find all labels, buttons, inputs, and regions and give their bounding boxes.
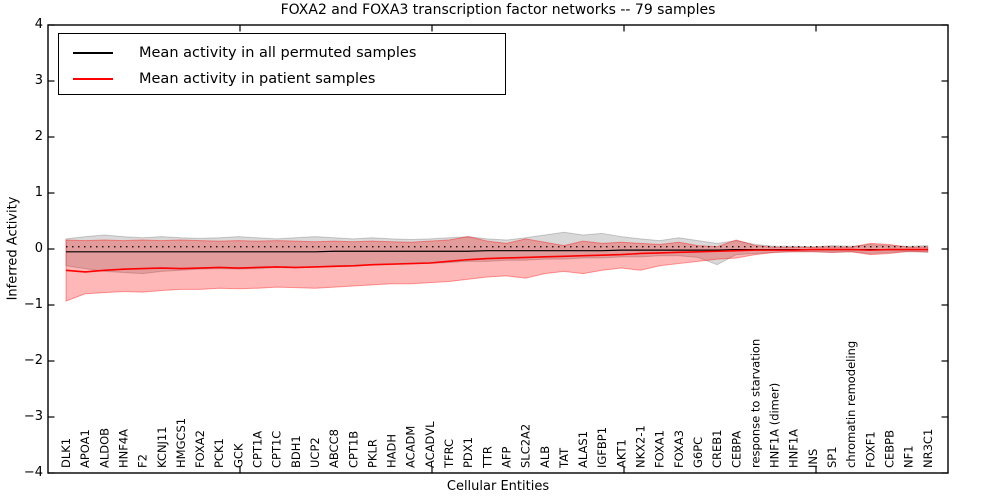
x-category-label: PCK1 <box>212 438 226 468</box>
x-category-label: TTR <box>480 446 494 469</box>
x-category-label: KCNJ11 <box>155 426 169 468</box>
x-category-label: PKLR <box>365 439 379 468</box>
x-category-label: FOXF1 <box>863 431 877 468</box>
x-category-label: HNF1A <box>787 429 801 468</box>
x-category-label: FOXA1 <box>653 430 667 468</box>
x-category-label: CPT1B <box>346 431 360 468</box>
x-category-label: ALB <box>538 446 552 468</box>
legend: Mean activity in all permuted samples Me… <box>58 33 506 95</box>
x-category-label: HNF1A (dimer) <box>768 383 782 468</box>
y-tick-label: 1 <box>34 185 43 200</box>
x-category-label: FOXA2 <box>193 430 207 468</box>
x-category-label: INS <box>806 449 820 468</box>
x-category-label: PDX1 <box>461 437 475 468</box>
y-tick-label: 4 <box>34 17 43 32</box>
x-category-label: FOXA3 <box>672 430 686 468</box>
x-category-label: NKX2-1 <box>634 425 648 468</box>
x-category-label: CEBPB <box>882 430 896 468</box>
legend-line-red <box>73 78 113 80</box>
y-tick-label: −1 <box>23 297 43 312</box>
y-tick-label: 2 <box>34 129 43 144</box>
x-category-label: ACADVL <box>423 421 437 468</box>
x-category-label: HADH <box>385 434 399 468</box>
x-category-label: UCP2 <box>308 437 322 468</box>
y-tick-label: −4 <box>23 465 43 480</box>
y-tick-label: −3 <box>23 409 43 424</box>
x-category-label: NR3C1 <box>921 429 935 468</box>
x-category-label: HMGCS1 <box>174 418 188 468</box>
legend-line-black <box>73 52 113 54</box>
x-category-label: CEBPA <box>729 431 743 468</box>
x-category-label: CPT1C <box>270 431 284 468</box>
y-tick-label: 3 <box>34 73 43 88</box>
x-category-label: DLK1 <box>59 438 73 468</box>
x-category-label: GCK <box>231 443 245 468</box>
x-category-label: BDH1 <box>289 435 303 468</box>
x-category-label: G6PC <box>691 437 705 468</box>
mean-line <box>65 248 928 273</box>
x-category-label: ACADM <box>404 426 418 468</box>
x-category-label: F2 <box>136 454 150 468</box>
x-category-label: CREB1 <box>710 430 724 469</box>
x-category-label: ALAS1 <box>576 431 590 468</box>
confidence-band <box>65 236 929 302</box>
x-category-label: AKT1 <box>614 439 628 468</box>
x-category-label: IGFBP1 <box>595 427 609 468</box>
x-category-label: AFP <box>499 447 513 468</box>
chart-title: FOXA2 and FOXA3 transcription factor net… <box>280 2 716 18</box>
x-category-label: chromatin remodeling <box>844 341 858 468</box>
x-category-label: HNF4A <box>116 429 130 468</box>
legend-entry-patient: Mean activity in patient samples <box>73 66 505 92</box>
x-category-label: APOA1 <box>78 429 92 468</box>
x-category-label: response to starvation <box>748 339 762 468</box>
x-category-label: TAT <box>557 447 571 469</box>
x-category-label: CPT1A <box>251 431 265 468</box>
x-category-label: SP1 <box>825 446 839 468</box>
x-category-label: ALDOB <box>97 428 111 468</box>
legend-label: Mean activity in all permuted samples <box>139 45 417 61</box>
x-category-label: NF1 <box>902 445 916 468</box>
y-tick-label: −2 <box>23 353 43 368</box>
x-axis-label: Cellular Entities <box>446 479 550 494</box>
x-category-label: TFRC <box>442 439 456 469</box>
y-tick-label: 0 <box>34 241 43 256</box>
legend-entry-permuted: Mean activity in all permuted samples <box>73 40 505 66</box>
legend-label: Mean activity in patient samples <box>139 71 376 87</box>
x-category-label: SLC2A2 <box>519 424 533 468</box>
x-category-label: ABCC8 <box>327 429 341 468</box>
